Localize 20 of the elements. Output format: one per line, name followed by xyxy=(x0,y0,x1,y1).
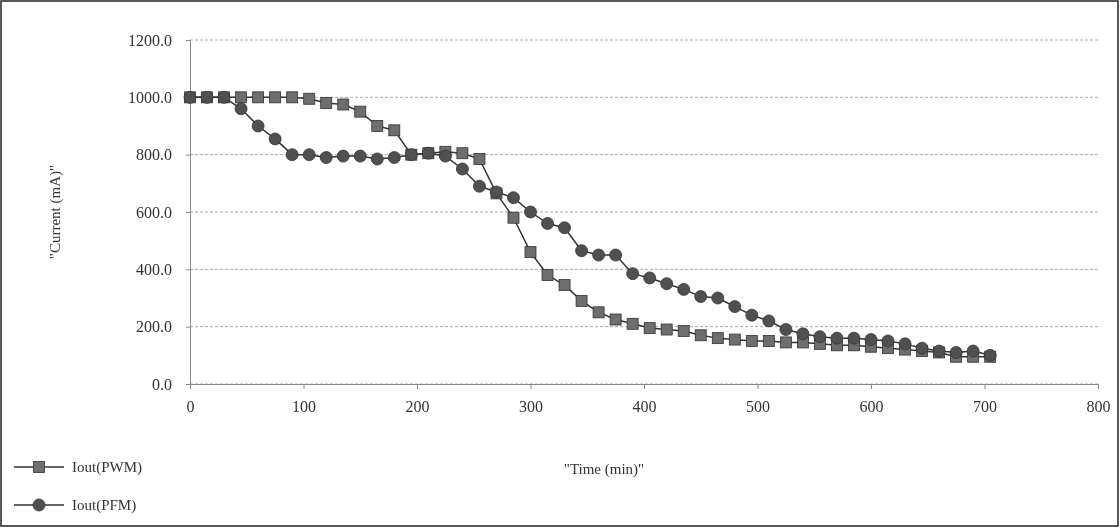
y-tick-label: 1000.0 xyxy=(128,88,172,106)
x-tick-label: 400 xyxy=(632,398,657,416)
x-tick-label: 200 xyxy=(405,398,430,416)
x-tick-label: 600 xyxy=(859,398,884,416)
x-tick-label: 700 xyxy=(973,398,997,416)
x-tick-label: 300 xyxy=(519,398,543,416)
y-tick-label: 400.0 xyxy=(136,260,172,278)
x-tick-label: 100 xyxy=(292,398,316,416)
y-tick-label: 200.0 xyxy=(136,318,172,336)
y-tick-label: 0.0 xyxy=(152,375,172,393)
y-tick-label: 600.0 xyxy=(136,203,172,221)
legend-label: Iout(PFM) xyxy=(72,497,137,514)
x-tick-label: 800 xyxy=(1086,398,1111,416)
x-tick-label: 0 xyxy=(186,398,195,416)
legend-label: Iout(PWM) xyxy=(72,459,142,476)
x-tick-label: 500 xyxy=(746,398,770,416)
y-axis-title: "Current (mA)" xyxy=(47,164,64,260)
y-tick-label: 1200.0 xyxy=(128,31,172,49)
y-tick-label: 800.0 xyxy=(136,146,172,164)
x-axis-title: "Time (min)" xyxy=(563,461,645,478)
